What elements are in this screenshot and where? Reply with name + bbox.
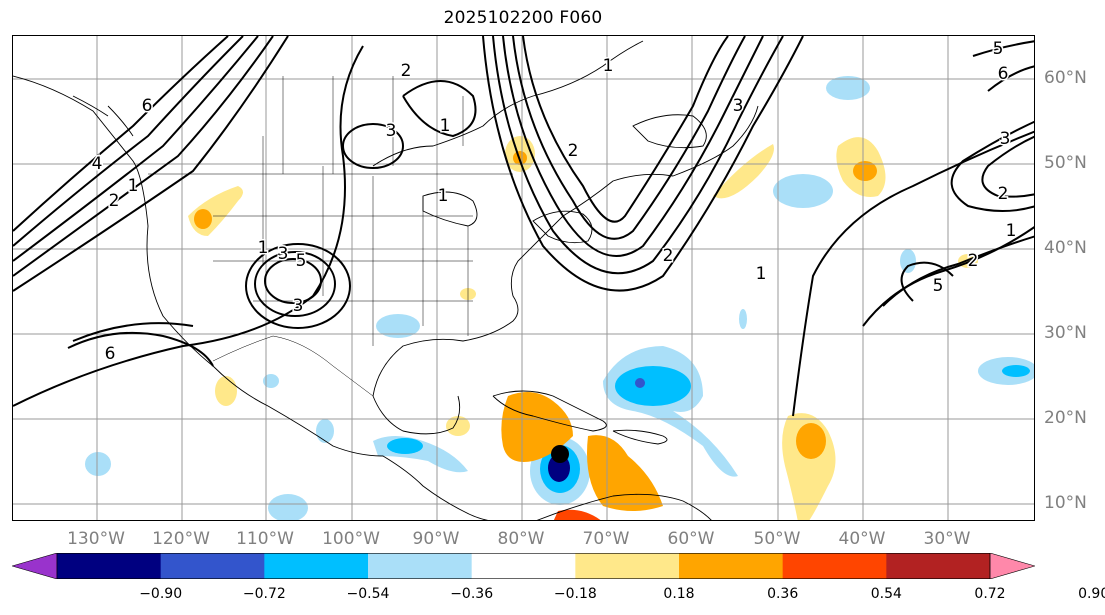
- contour-label: 3: [1000, 129, 1011, 149]
- latitude-label: 30°N: [1044, 323, 1087, 343]
- contour-label: 3: [386, 121, 397, 141]
- longitude-label: 110°W: [236, 529, 294, 549]
- contour-label: 4: [92, 154, 103, 174]
- anomaly-fill-layer: [85, 76, 1034, 520]
- anomaly-region: [387, 438, 423, 454]
- anomaly-region: [853, 161, 877, 181]
- longitude-label: 100°W: [322, 529, 380, 549]
- colorbar-cell: [886, 553, 991, 579]
- contour-label: 2: [968, 251, 979, 271]
- longitude-label: 70°W: [582, 529, 630, 549]
- colorbar-cell: [679, 553, 784, 579]
- contour-label: 1: [440, 116, 451, 136]
- colorbar-tick-label: 0.72: [974, 586, 1006, 602]
- longitude-label: 40°W: [838, 529, 886, 549]
- longitude-label: 50°W: [753, 529, 801, 549]
- colorbar-tick-label: 0.90: [1078, 586, 1105, 602]
- longitude-label: 30°W: [923, 529, 971, 549]
- anomaly-region: [587, 435, 663, 511]
- colorbar-tick-label: −0.72: [242, 586, 286, 602]
- contour-label: 3: [293, 296, 304, 316]
- anomaly-region: [773, 174, 833, 208]
- storm-center-marker: [551, 445, 569, 463]
- colorbar-tick-label: 0.54: [870, 586, 902, 602]
- anomaly-region: [263, 374, 279, 388]
- latitude-label: 10°N: [1044, 493, 1087, 513]
- political-borders: [148, 76, 513, 397]
- contour-label: 1: [258, 238, 269, 258]
- colorbar-cell: [471, 553, 576, 579]
- latitude-label: 20°N: [1044, 408, 1087, 428]
- colorbar-extend-high: [989, 553, 1035, 579]
- colorbar-cell: [368, 553, 473, 579]
- anomaly-region: [316, 419, 334, 443]
- contour-label: 6: [998, 64, 1009, 84]
- contour-label: 2: [109, 191, 120, 211]
- contour-label: 3: [278, 244, 289, 264]
- longitude-label: 90°W: [412, 529, 460, 549]
- contour-label: 5: [296, 251, 307, 271]
- colorbar-tick-label: −0.36: [450, 586, 494, 602]
- map-title: 2025102200 F060: [443, 8, 603, 28]
- colorbar-cell: [160, 553, 265, 579]
- colorbar-cell: [575, 553, 680, 579]
- anomaly-region: [553, 509, 601, 520]
- anomaly-region: [376, 314, 420, 338]
- latitude-label: 40°N: [1044, 238, 1087, 258]
- anomaly-region: [501, 392, 573, 462]
- longitude-label: 120°W: [152, 529, 210, 549]
- colorbar-extend-low: [12, 553, 58, 579]
- anomaly-region: [446, 416, 470, 436]
- anomaly-region: [635, 378, 645, 388]
- contour-label: 1: [1006, 221, 1017, 241]
- contour-label: 1: [756, 264, 767, 284]
- contour-label: 2: [401, 61, 412, 81]
- anomaly-region: [739, 309, 747, 329]
- longitude-label: 80°W: [497, 529, 545, 549]
- colorbar-tick-label: −0.54: [346, 586, 390, 602]
- contour-label: 1: [128, 176, 139, 196]
- anomaly-region: [713, 144, 774, 199]
- colorbar-cell: [264, 553, 369, 579]
- contour-label: 2: [568, 141, 579, 161]
- longitude-label: 60°W: [667, 529, 715, 549]
- colorbar-cell: [782, 553, 887, 579]
- contour-label: 5: [933, 276, 944, 296]
- anomaly-region: [188, 186, 243, 236]
- contour-label: 2: [998, 184, 1009, 204]
- longitude-label: 130°W: [67, 529, 125, 549]
- colorbar: [12, 553, 1035, 579]
- contour-label: 2: [663, 246, 674, 266]
- colorbar-outline: [56, 553, 991, 579]
- colorbar-tick-label: −0.18: [553, 586, 597, 602]
- coastlines: [13, 40, 759, 520]
- contour-label: 5: [993, 39, 1004, 59]
- anomaly-region: [268, 494, 308, 520]
- anomaly-region: [215, 376, 237, 406]
- anomaly-region: [796, 423, 826, 459]
- contour-label: 1: [603, 56, 614, 76]
- latitude-label: 50°N: [1044, 153, 1087, 173]
- colorbar-tick-label: 0.18: [663, 586, 695, 602]
- lat-lon-grid: [13, 36, 1034, 520]
- anomaly-region: [194, 209, 212, 229]
- contour-label: 6: [105, 344, 116, 364]
- anomaly-region: [615, 366, 691, 406]
- contour-lines: [13, 36, 1034, 417]
- contour-label: 3: [733, 96, 744, 116]
- anomaly-region: [373, 436, 468, 473]
- anomaly-region: [1002, 365, 1030, 377]
- anomaly-region: [85, 452, 111, 476]
- colorbar-tick-label: −0.90: [139, 586, 183, 602]
- colorbar-tick-label: 0.36: [767, 586, 799, 602]
- anomaly-region: [826, 76, 870, 100]
- latitude-label: 60°N: [1044, 68, 1087, 88]
- contour-label: 1: [438, 186, 449, 206]
- contour-label: 6: [142, 96, 153, 116]
- colorbar-cell: [57, 553, 162, 579]
- anomaly-region: [900, 249, 916, 273]
